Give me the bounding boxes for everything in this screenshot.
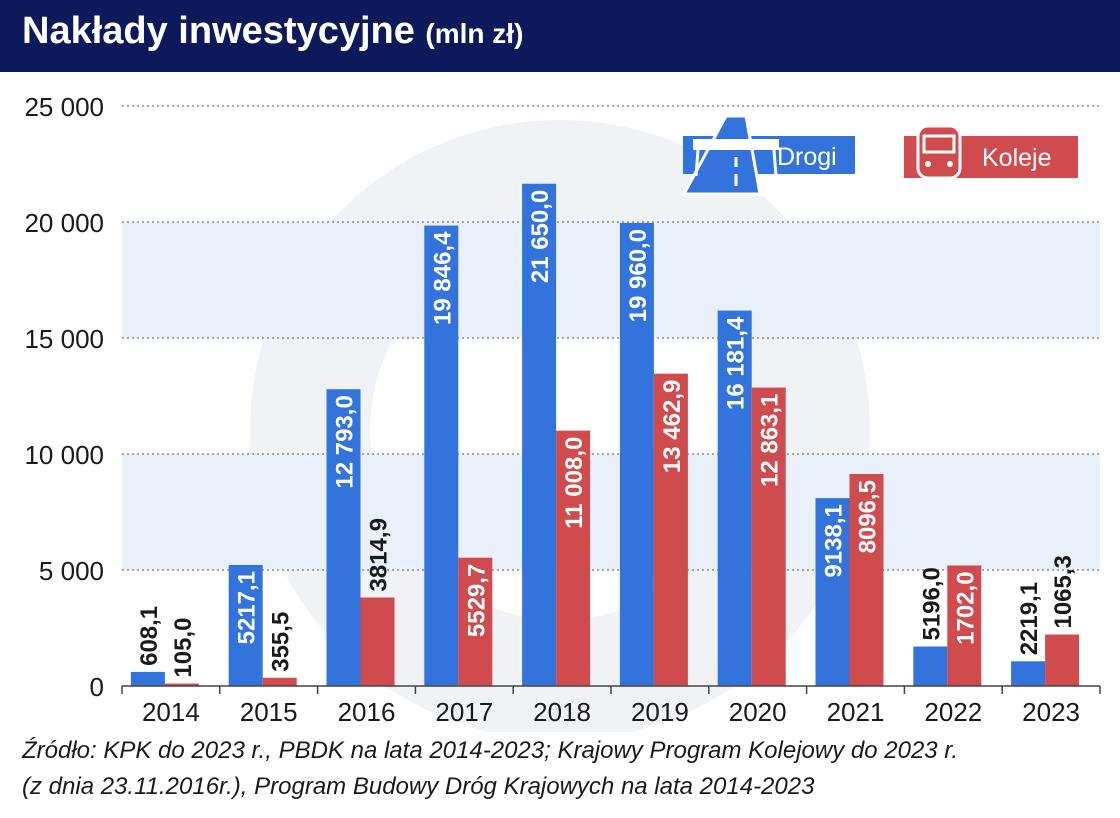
train-icon	[910, 124, 968, 194]
bar-drogi-2021	[815, 498, 850, 686]
data-label: 355,5	[268, 612, 295, 672]
legend-label-drogi: Drogi	[777, 143, 837, 171]
bar-koleje-2019	[653, 373, 688, 686]
data-label: 11 008,0	[561, 437, 588, 529]
bar-koleje-2016	[360, 597, 395, 686]
data-label: 1702,0	[952, 571, 979, 644]
legend-item-koleje: Koleje	[904, 124, 1078, 194]
bar-koleje-2018	[556, 430, 591, 686]
y-tick-label: 0	[90, 672, 104, 702]
data-label: 8096,5	[855, 480, 882, 553]
bar-koleje-2023	[1045, 634, 1080, 686]
title-main: Nakłady inwestycyjne	[22, 10, 415, 52]
data-label: 5217,1	[234, 571, 261, 644]
data-label: 19 846,4	[429, 231, 456, 325]
data-label: 2219,1	[1016, 582, 1043, 655]
bar-drogi-2019	[619, 222, 654, 687]
data-label: 12 863,1	[757, 394, 784, 487]
x-tick-label: 2017	[435, 697, 493, 727]
data-label: 21 650,0	[527, 190, 554, 283]
bar-drogi-2015	[228, 564, 263, 686]
data-label: 3814,9	[366, 518, 393, 591]
grid-band	[122, 454, 1100, 570]
bar-drogi-2022	[913, 646, 948, 686]
x-tick-label: 2021	[827, 697, 885, 727]
chart-title: Nakłady inwestycyjne (mln zł)	[22, 10, 523, 53]
bar-koleje-2020	[751, 387, 786, 686]
bar-drogi-2023	[1011, 661, 1046, 686]
bar-koleje-2022	[947, 565, 982, 686]
x-tick-label: 2022	[924, 697, 982, 727]
bar-drogi-2016	[326, 389, 361, 686]
source-line-1: Źródło: KPK do 2023 r., PBDK na lata 201…	[22, 737, 959, 764]
bar-drogi-2020	[717, 310, 752, 686]
data-label: 16 181,4	[723, 316, 750, 410]
source-note: Źródło: KPK do 2023 r., PBDK na lata 201…	[22, 733, 1102, 805]
legend: Drogi Koleje	[681, 114, 1078, 196]
data-label: 19 960,0	[625, 229, 652, 322]
legend-item-drogi: Drogi	[681, 114, 855, 196]
data-label: 608,1	[136, 606, 163, 666]
bar-drogi-2017	[424, 225, 459, 686]
bar-drogi-2018	[522, 183, 557, 686]
y-tick-label: 5 000	[39, 556, 104, 586]
data-label: 13 462,9	[659, 380, 686, 473]
bar-chart: 0 5 000 10 000 15 000 20 000 25 000 608,1 105,…	[24, 92, 1101, 732]
bar-koleje-2015	[262, 677, 297, 686]
bar-drogi-2014	[130, 671, 165, 686]
grid-band	[122, 222, 1100, 338]
x-tick-label: 2016	[338, 697, 396, 727]
legend-label-koleje: Koleje	[982, 144, 1052, 172]
bar-koleje-2017	[458, 557, 493, 686]
title-unit: (mln zł)	[425, 18, 524, 49]
data-label: 1065,3	[1050, 555, 1077, 628]
y-tick-label: 10 000	[24, 440, 104, 470]
x-tick-label: 2020	[729, 697, 787, 727]
bar-koleje-2021	[849, 473, 884, 686]
y-tick-label: 25 000	[24, 92, 104, 122]
highway-icon	[681, 114, 779, 196]
y-tick-label: 15 000	[24, 324, 104, 354]
data-label: 105,0	[170, 618, 197, 678]
data-label: 9138,1	[821, 504, 848, 577]
data-label: 5529,7	[463, 564, 490, 637]
x-tick-label: 2014	[142, 697, 200, 727]
x-tick-label: 2015	[240, 697, 298, 727]
data-label: 5196,0	[918, 567, 945, 640]
bar-koleje-2014	[164, 683, 199, 686]
y-tick-label: 20 000	[24, 208, 104, 238]
x-tick-label: 2023	[1022, 697, 1080, 727]
title-bar: Nakłady inwestycyjne (mln zł)	[0, 0, 1120, 72]
data-label: 12 793,0	[332, 395, 359, 488]
x-tick-label: 2019	[631, 697, 689, 727]
x-tick-label: 2018	[533, 697, 591, 727]
source-line-2: (z dnia 23.11.2016r.), Program Budowy Dr…	[22, 773, 815, 800]
